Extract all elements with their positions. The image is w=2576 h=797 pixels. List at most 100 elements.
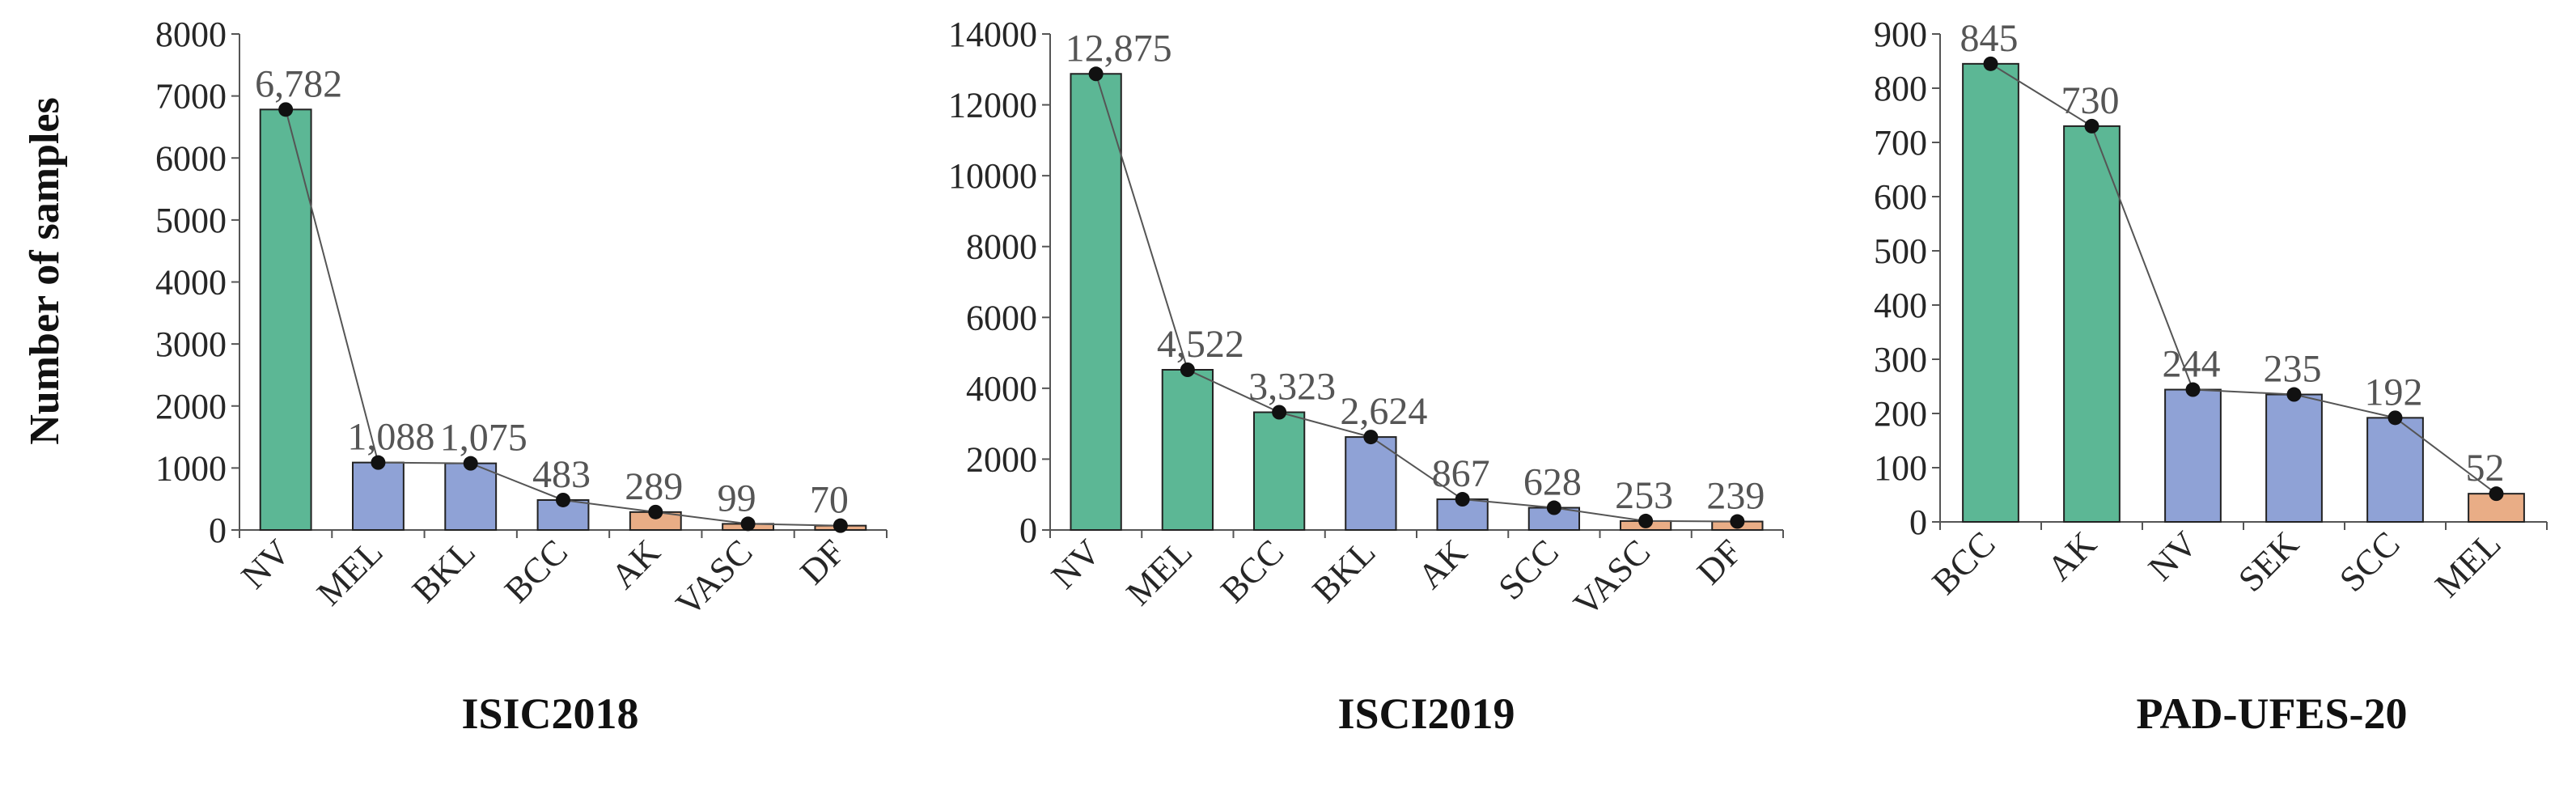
bar-bcc (1252, 411, 1306, 531)
bar-mel (352, 461, 405, 532)
x-tick-label: VASC (1566, 532, 1659, 624)
data-label: 52 (2466, 447, 2505, 490)
x-tick-label: AK (1410, 532, 1475, 596)
data-point-marker (1546, 500, 1561, 515)
bar-nv (1070, 73, 1122, 532)
bar-bcc (1962, 62, 2019, 524)
trend-line (1989, 62, 2498, 494)
y-tick-label: 4000 (966, 369, 1037, 409)
y-tick-label: 1000 (155, 448, 227, 488)
data-point-marker (2286, 387, 2302, 402)
data-point-marker (1730, 514, 1745, 529)
data-point-marker (556, 492, 570, 507)
data-point-marker (278, 102, 294, 117)
data-point-marker (1983, 56, 1998, 71)
data-label: 3,323 (1248, 366, 1336, 409)
y-tick-label: 8000 (155, 15, 227, 54)
y-tick-label: 2000 (966, 439, 1037, 479)
chart-title: PAD-UFES-20 (2137, 689, 2408, 738)
x-tick-label: SEK (2231, 524, 2307, 600)
bar-ak (1436, 498, 1489, 531)
data-point-marker (1638, 513, 1654, 528)
data-label: 70 (810, 479, 849, 522)
chart-title: ISIC2018 (461, 689, 638, 738)
y-tick-label: 0 (209, 511, 227, 550)
data-label: 628 (1523, 461, 1582, 504)
bar-bkl (444, 462, 498, 531)
y-tick-label: 800 (1874, 69, 1927, 108)
data-label: 2,624 (1340, 390, 1427, 433)
y-tick-label: 3000 (155, 324, 227, 364)
data-label: 1,075 (440, 417, 527, 460)
y-tick-label: 8000 (966, 227, 1037, 267)
bar-scc (2366, 417, 2424, 523)
data-label: 192 (2365, 371, 2423, 413)
data-point-marker (648, 504, 663, 519)
data-label: 730 (2061, 79, 2120, 122)
x-tick-label: SCC (2332, 524, 2407, 599)
bar-nv (259, 108, 312, 532)
bar-bkl (1345, 436, 1397, 531)
y-tick-label: 5000 (155, 201, 227, 240)
data-label: 483 (532, 453, 591, 496)
bar-nv (2164, 388, 2222, 523)
data-point-marker (2489, 486, 2504, 502)
x-tick-label: DF (1689, 532, 1749, 591)
data-point-marker (1272, 405, 1287, 420)
y-tick-label: 6000 (155, 138, 227, 178)
x-tick-label: MEL (309, 532, 390, 613)
chart-panel-2: 0 2000 4000 6000 8000 10000 12000 14000 12,875 4,… (948, 15, 1784, 738)
data-label: 1,088 (347, 416, 434, 459)
x-tick-label: BCC (1925, 524, 2003, 602)
data-point-marker (371, 455, 386, 470)
x-tick-label: BKL (1305, 532, 1383, 610)
data-label: 4,522 (1157, 323, 1244, 366)
x-tick-label: NV (1044, 532, 1108, 596)
y-tick-label: 400 (1874, 286, 1927, 325)
x-tick-label: AK (2040, 524, 2104, 588)
y-tick-label: 7000 (155, 77, 227, 117)
data-label: 845 (1960, 17, 2019, 60)
x-tick-label: DF (793, 532, 853, 591)
y-tick-label: 900 (1874, 15, 1927, 54)
y-tick-label: 300 (1874, 340, 1927, 379)
data-point-marker (2387, 410, 2403, 426)
data-label: 289 (625, 465, 683, 508)
x-tick-label: BCC (1213, 532, 1291, 610)
y-tick-label: 100 (1874, 448, 1927, 488)
y-tick-label: 700 (1874, 123, 1927, 163)
data-point-marker (2185, 382, 2201, 397)
data-label: 867 (1432, 452, 1490, 495)
y-tick-label: 14000 (948, 15, 1037, 54)
data-point-marker (1363, 430, 1379, 445)
trend-line (1095, 73, 1738, 523)
chart-panel-3: 0 100 200 300 400 500 600 700 800 900 845 730 244 235… (1874, 15, 2548, 738)
y-tick-label: 2000 (155, 387, 227, 426)
chart-title: ISCI2019 (1337, 689, 1515, 738)
data-point-marker (463, 456, 478, 471)
data-label: 235 (2264, 348, 2322, 391)
x-tick-label: NV (2141, 524, 2205, 588)
data-point-marker (1088, 66, 1104, 82)
bar-mel (1161, 369, 1214, 531)
y-tick-label: 0 (1909, 502, 1927, 542)
y-tick-label: 6000 (966, 298, 1037, 337)
y-tick-label: 600 (1874, 177, 1927, 217)
data-point-marker (740, 516, 756, 532)
y-tick-label: 10000 (948, 156, 1037, 196)
x-tick-label: MEL (1119, 532, 1200, 613)
x-tick-label: BCC (497, 532, 575, 610)
x-tick-label: AK (604, 532, 668, 596)
data-label: 99 (718, 477, 756, 519)
x-tick-label: SCC (1490, 532, 1566, 607)
y-axis-label: Number of samples (22, 97, 68, 444)
x-tick-label: VASC (668, 532, 761, 624)
data-point-marker (833, 518, 848, 533)
x-tick-label: MEL (2427, 524, 2508, 604)
data-label: 239 (1706, 475, 1765, 518)
y-tick-label: 200 (1874, 394, 1927, 434)
bar-ak (2063, 125, 2121, 523)
y-tick-label: 500 (1874, 231, 1927, 271)
